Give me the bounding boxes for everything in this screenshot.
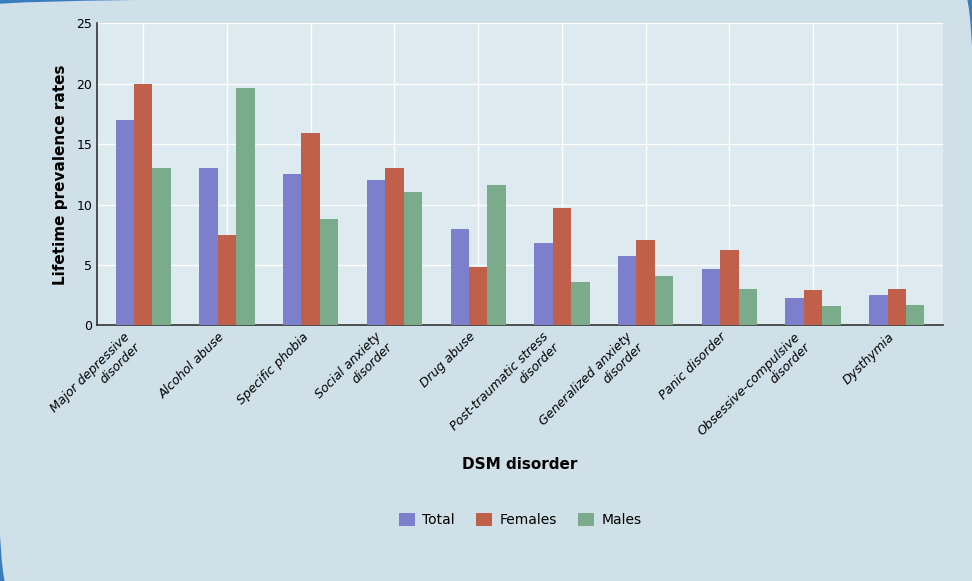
Bar: [655, 276, 674, 325]
Bar: [720, 250, 739, 325]
Bar: [869, 295, 887, 325]
X-axis label: DSM disorder: DSM disorder: [463, 457, 577, 472]
Bar: [487, 185, 505, 325]
Bar: [702, 268, 720, 325]
Bar: [637, 239, 655, 325]
Y-axis label: Lifetime prevalence rates: Lifetime prevalence rates: [53, 64, 68, 285]
Legend: Total, Females, Males: Total, Females, Males: [393, 508, 647, 533]
Bar: [116, 120, 134, 325]
Bar: [535, 243, 553, 325]
Bar: [739, 289, 757, 325]
Bar: [385, 168, 403, 325]
Bar: [618, 256, 637, 325]
Bar: [134, 84, 153, 325]
Bar: [572, 282, 589, 325]
Bar: [218, 235, 236, 325]
Bar: [822, 306, 841, 325]
Bar: [451, 229, 469, 325]
Bar: [283, 174, 301, 325]
Bar: [366, 180, 385, 325]
Bar: [804, 290, 822, 325]
Bar: [553, 208, 572, 325]
Bar: [236, 88, 255, 325]
Bar: [906, 305, 924, 325]
Bar: [153, 168, 171, 325]
Bar: [785, 297, 804, 325]
Bar: [469, 267, 487, 325]
Bar: [301, 133, 320, 325]
Bar: [320, 219, 338, 325]
Bar: [403, 192, 422, 325]
Bar: [199, 168, 218, 325]
Bar: [887, 289, 906, 325]
